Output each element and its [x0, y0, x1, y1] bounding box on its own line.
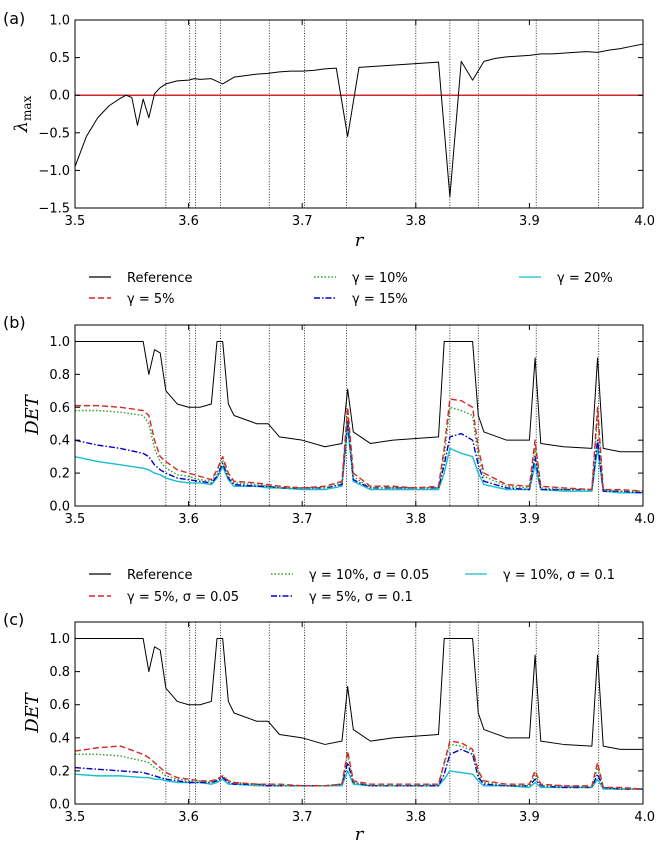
panel-c-legend: Reference γ = 5%, σ = 0.05 γ = 10%, σ = … [89, 568, 615, 605]
panel-c-y-ticks: 0.0 0.2 0.4 0.6 0.8 1.0 [49, 632, 643, 813]
panel-c-ytick-label-3: 0.6 [49, 698, 70, 713]
legend-b-g15: γ = 15% [314, 292, 408, 307]
panel-b-series-g10 [75, 406, 643, 492]
legend-c-g5s05: γ = 5%, σ = 0.05 [89, 590, 239, 605]
panel-c-xtick-label-4: 3.9 [519, 810, 540, 825]
panel-a-xtick-label-3: 3.8 [405, 214, 426, 229]
panel-b-xtick-label-2: 3.7 [292, 512, 313, 527]
panel-c-xtick-label-1: 3.6 [178, 810, 199, 825]
panel-b-series [74, 340, 644, 494]
panel-b-series-g5 [75, 398, 644, 492]
legend-b-g15-label: γ = 15% [352, 292, 408, 307]
legend-b-g5: γ = 5% [89, 292, 174, 307]
legend-b-g5-label: γ = 5% [127, 292, 174, 307]
panel-b-ytick-label-3: 0.6 [49, 401, 70, 416]
panel-b-y-ticks: 0.0 0.2 0.4 0.6 0.8 1.0 [49, 335, 643, 515]
panel-c-xtick-label-5: 4.0 [634, 810, 655, 825]
panel-b: (b) 0.0 0.2 0.4 0.6 0.8 1.0 3.5 3.6 3.7 3.8 3.9 4.… [3, 313, 655, 527]
panel-a-ytick-label-5: 1.0 [49, 14, 70, 29]
panel-a-xtick-label-5: 4.0 [634, 214, 655, 229]
legend-b-g20-label: γ = 20% [557, 271, 613, 286]
panel-b-ytick-label-2: 0.4 [49, 434, 70, 449]
panel-c-series [74, 638, 644, 790]
panel-a-xtick-label-0: 3.5 [65, 214, 86, 229]
panel-b-vlines [165, 325, 600, 506]
panel-c-ylabel: DET [22, 691, 43, 734]
panel-c-xlabel: r [355, 824, 365, 845]
legend-c-g10s05-label: γ = 10%, σ = 0.05 [309, 568, 429, 583]
legend-b-reference-label: Reference [127, 271, 192, 286]
panel-b-legend: Reference γ = 5% γ = 10% γ = 15% γ = 20% [89, 271, 613, 307]
legend-c-g10s1-label: γ = 10%, σ = 0.1 [503, 568, 615, 583]
panel-b-ytick-label-1: 0.2 [49, 467, 70, 482]
panel-b-ytick-label-0: 0.0 [49, 500, 70, 515]
panel-c-label: (c) [3, 610, 24, 629]
panel-a: (a) −1.5−1.0−0.50.00.51.0 3.5 3.6 3.7 3.8 3.… [3, 9, 655, 251]
panel-c-series-g5s05 [74, 740, 644, 790]
panel-a-ylabel-sub: max [20, 95, 34, 121]
legend-c-g5s1-label: γ = 5%, σ = 0.1 [309, 590, 413, 605]
panel-b-frame [74, 324, 644, 507]
panel-b-xtick-label-5: 4.0 [634, 512, 655, 527]
panel-c-vlines [165, 622, 600, 804]
panel-a-y-ticks: −1.5 −1.0 −0.5 0.0 0.5 1.0 [38, 14, 643, 217]
panel-a-ytick-label-0: −1.5 [38, 202, 70, 217]
panel-a-xlabel: r [355, 230, 365, 251]
panel-b-xtick-label-3: 3.8 [405, 512, 426, 527]
panel-b-xtick-label-0: 3.5 [65, 512, 86, 527]
panel-c-series-ref [75, 638, 643, 750]
legend-c-g5s05-label: γ = 5%, σ = 0.05 [127, 590, 239, 605]
panel-a-series [74, 43, 644, 198]
panel-c-ytick-label-0: 0.0 [49, 798, 70, 813]
panel-a-ytick-label-4: 0.5 [49, 51, 70, 66]
panel-a-x-ticks: 3.5 3.6 3.7 3.8 3.9 4.0 [65, 20, 655, 229]
panel-a-label: (a) [3, 9, 25, 28]
panel-b-x-ticks: 3.5 3.6 3.7 3.8 3.9 4.0 [65, 325, 655, 527]
panel-b-ytick-label-5: 1.0 [49, 335, 70, 350]
panel-a-ytick-label-2: −0.5 [38, 126, 70, 141]
panel-a-ytick-label-1: −1.0 [38, 164, 70, 179]
panel-c-xtick-label-3: 3.8 [405, 810, 426, 825]
panel-a-series-ref [74, 43, 644, 198]
panel-b-label: (b) [3, 313, 26, 332]
legend-b-g10: γ = 10% [314, 271, 408, 286]
panel-c-ytick-label-5: 1.0 [49, 632, 70, 647]
panel-b-ytick-label-4: 0.8 [49, 368, 70, 383]
legend-b-g20: γ = 20% [519, 271, 613, 286]
legend-c-reference-label: Reference [127, 568, 192, 583]
legend-b-g10-label: γ = 10% [352, 271, 408, 286]
panel-a-xtick-label-2: 3.7 [292, 214, 313, 229]
panel-c-series-g10s05 [75, 743, 643, 790]
panel-b-series-ref [75, 340, 643, 453]
panel-c-xtick-label-2: 3.7 [292, 810, 313, 825]
panel-b-xtick-label-4: 3.9 [519, 512, 540, 527]
panel-a-xtick-label-1: 3.6 [178, 214, 199, 229]
panel-c-series-g5s1 [74, 748, 643, 790]
panel-a-xtick-label-4: 3.9 [519, 214, 540, 229]
panel-c-xtick-label-0: 3.5 [65, 810, 86, 825]
panel-a-ylabel: λmax [11, 95, 34, 133]
panel-c-ytick-label-1: 0.2 [49, 764, 70, 779]
legend-b-reference: Reference [89, 271, 192, 286]
panel-a-ytick-label-3: 0.0 [49, 89, 70, 104]
panel-a-vlines [165, 20, 600, 208]
panel-c-series-g10s1 [74, 770, 643, 790]
legend-c-reference: Reference [89, 568, 192, 583]
legend-c-g10s05: γ = 10%, σ = 0.05 [271, 568, 429, 583]
panel-c-x-ticks: 3.5 3.6 3.7 3.8 3.9 4.0 [65, 622, 655, 825]
panel-a-ylabel-main: λ [11, 121, 32, 133]
panel-c: (c) 0.0 0.2 0.4 0.6 0.8 1.0 3.5 3.6 3.7 3.8 3.9 4.… [3, 610, 655, 845]
panel-c-ytick-label-2: 0.4 [49, 731, 70, 746]
legend-c-g5s1: γ = 5%, σ = 0.1 [271, 590, 413, 605]
panel-c-frame [74, 621, 644, 805]
panel-b-xtick-label-1: 3.6 [178, 512, 199, 527]
panel-c-ytick-label-4: 0.8 [49, 665, 70, 680]
panel-a-frame [74, 19, 644, 209]
panel-b-ylabel: DET [22, 393, 43, 436]
legend-c-g10s1: γ = 10%, σ = 0.1 [465, 568, 615, 583]
